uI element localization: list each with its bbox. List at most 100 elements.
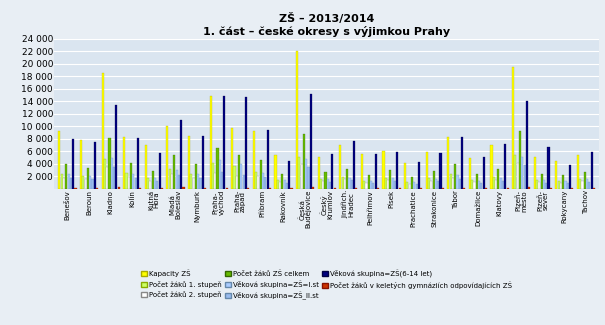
Bar [413,182,416,188]
Bar [276,180,279,188]
Bar [450,174,452,188]
Bar [132,174,134,188]
Bar [407,182,408,188]
Bar [543,180,545,188]
Bar [391,178,394,188]
Bar [586,179,588,188]
Bar [374,154,377,188]
Bar [387,180,389,188]
Bar [416,184,417,188]
Bar [382,151,385,188]
Bar [192,177,195,188]
Bar [526,101,528,188]
Bar [344,179,346,188]
Bar [579,179,581,188]
Bar [286,183,288,188]
Bar [108,138,111,188]
Bar [130,163,132,188]
Bar [267,130,269,188]
Bar [365,183,367,188]
Bar [517,163,518,188]
Bar [125,173,128,188]
Bar [452,177,454,188]
Bar [159,153,161,188]
Bar [408,184,411,188]
Bar [341,177,344,188]
Bar [435,179,437,188]
Bar [461,137,463,188]
Bar [584,172,586,188]
Bar [116,105,117,188]
Bar [197,174,199,188]
Bar [370,181,372,188]
Bar [491,145,492,188]
Bar [236,176,238,188]
Bar [433,171,434,188]
Bar [307,167,310,188]
Bar [581,181,584,188]
Bar [219,161,221,188]
Bar [492,177,495,188]
Bar [569,165,571,188]
Bar [257,176,260,188]
Bar [318,157,319,188]
Bar [58,131,60,188]
Bar [390,170,391,188]
Bar [560,183,562,188]
Bar [175,170,178,188]
Bar [555,161,557,188]
Bar [476,174,478,188]
Title: ZŠ – 2013/2014
1. část – české okresy s výjimkou Prahy: ZŠ – 2013/2014 1. část – české okresy s … [203,13,450,37]
Bar [298,157,301,188]
Bar [166,126,168,188]
Bar [538,182,540,188]
Bar [275,155,276,188]
Bar [545,183,548,188]
Bar [301,164,302,188]
Bar [324,172,327,188]
Bar [368,176,370,188]
Bar [178,175,180,188]
Bar [404,163,406,188]
Bar [72,139,74,188]
Bar [385,177,387,188]
Bar [279,182,281,188]
Bar [264,177,266,188]
Bar [320,179,322,188]
Bar [180,120,182,188]
Bar [310,94,312,188]
Bar [243,176,245,188]
Bar [260,161,262,188]
Bar [201,136,204,188]
Bar [305,159,307,188]
Bar [91,179,94,188]
Bar [223,96,226,188]
Bar [394,181,396,188]
Bar [149,181,151,188]
Bar [63,178,65,188]
Bar [217,148,218,188]
Bar [346,169,348,188]
Bar [240,163,243,188]
Bar [567,183,569,188]
Bar [504,144,506,188]
Bar [437,181,439,188]
Bar [534,157,536,188]
Legend: Kapacity ZŠ, Počet žáků 1. stupeň, Počet žáků 2. stupeň, Počet žáků ZŠ celkem, V: Kapacity ZŠ, Počet žáků 1. stupeň, Počet… [142,270,512,300]
Bar [474,182,476,188]
Bar [195,164,197,188]
Bar [135,178,137,188]
Bar [372,183,374,188]
Bar [353,140,355,188]
Bar [558,181,560,188]
Bar [281,174,283,188]
Bar [245,97,247,188]
Bar [253,131,255,188]
Bar [426,152,428,188]
Bar [590,152,593,188]
Bar [117,187,120,188]
Bar [430,181,433,188]
Bar [183,187,185,188]
Bar [322,181,324,188]
Bar [152,171,154,188]
